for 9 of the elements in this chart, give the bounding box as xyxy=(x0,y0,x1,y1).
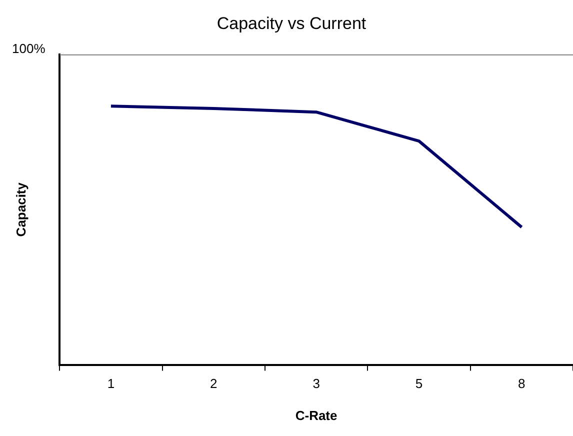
x-tick-label: 2 xyxy=(210,376,218,392)
text: 100% xyxy=(12,41,46,56)
x-axis-title: C-Rate xyxy=(295,408,338,423)
x-tick-label: 8 xyxy=(518,376,526,392)
y-axis-title: Capacity xyxy=(13,182,28,237)
chart-title: Capacity vs Current xyxy=(216,14,366,33)
x-tick-label: 5 xyxy=(415,376,423,392)
x-tick-label: 3 xyxy=(312,376,320,392)
x-tick-label: 1 xyxy=(107,376,115,392)
